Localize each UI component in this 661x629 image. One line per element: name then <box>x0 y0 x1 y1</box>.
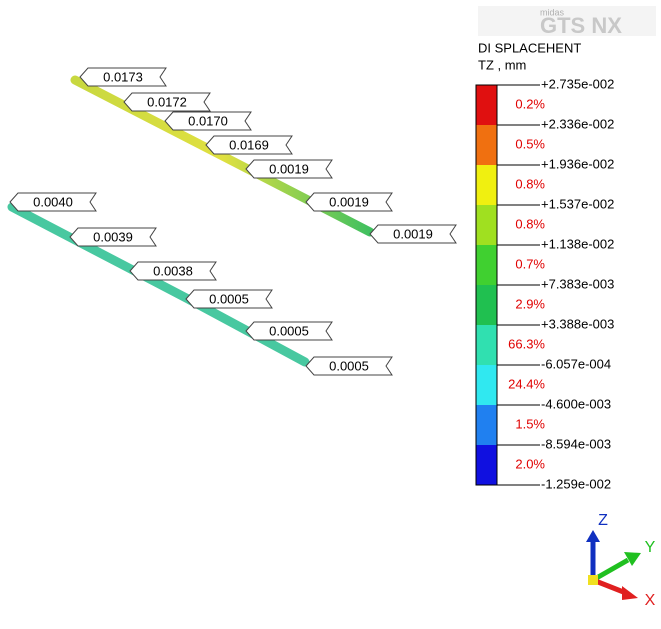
legend-percentage: 24.4% <box>508 376 545 391</box>
legend-level: -4.600e-003 <box>541 396 611 411</box>
legend-level: -1.259e-002 <box>541 476 611 491</box>
legend-level: +2.735e-002 <box>541 76 614 91</box>
callout-box <box>164 111 252 131</box>
legend-band <box>476 365 497 405</box>
legend-percentage: 66.3% <box>508 336 545 351</box>
logo-product: GTS NX <box>540 13 622 38</box>
callout-value: 0.0005 <box>269 323 309 338</box>
legend-band <box>476 85 497 125</box>
legend-percentage: 0.2% <box>515 96 545 111</box>
callout-value: 0.0005 <box>209 291 249 306</box>
callout-value: 0.0005 <box>329 358 369 373</box>
logo: midas GTS NX <box>478 6 656 38</box>
callout-box <box>185 289 273 309</box>
legend-band <box>476 165 497 205</box>
legend: DI SPLACEHENT TZ , mm +2.735e-002 +2.336e… <box>475 40 614 491</box>
callout-value: 0.0040 <box>33 194 73 209</box>
legend-percentage: 0.5% <box>515 136 545 151</box>
callout-box <box>245 321 333 341</box>
z-label: Z <box>598 512 608 529</box>
legend-title: DI SPLACEHENT <box>478 40 581 55</box>
callout-box <box>369 224 457 244</box>
z-arrow <box>586 530 600 542</box>
callout-box <box>245 159 333 179</box>
x-axis <box>592 577 627 596</box>
callout-box <box>205 135 293 155</box>
callout-box <box>305 192 393 212</box>
legend-level: +1.936e-002 <box>541 156 614 171</box>
callout-value: 0.0039 <box>93 229 133 244</box>
legend-band <box>476 325 497 365</box>
y-label: Y <box>645 539 656 556</box>
callout-value: 0.0019 <box>393 226 433 241</box>
legend-band <box>476 445 497 485</box>
callout-box <box>305 356 393 376</box>
logo-brand: midas <box>540 7 565 17</box>
legend-band <box>476 405 497 445</box>
callout-value: 0.0170 <box>188 113 228 128</box>
legend-percentage: 2.9% <box>515 296 545 311</box>
legend-band <box>476 205 497 245</box>
y-arrow <box>624 552 641 566</box>
legend-percentage: 0.8% <box>515 216 545 231</box>
callout-value: 0.0173 <box>103 69 143 84</box>
x-arrow <box>622 586 638 600</box>
legend-level: -8.594e-003 <box>541 436 611 451</box>
origin <box>588 575 598 585</box>
legend-level: +3.388e-003 <box>541 316 614 331</box>
callout-value: 0.0172 <box>147 94 187 109</box>
legend-subtitle: TZ , mm <box>478 57 526 72</box>
legend-level: +1.537e-002 <box>541 196 614 211</box>
callout-box <box>79 67 167 87</box>
callouts: 0.01730.01720.01700.01690.00190.00190.00… <box>9 67 457 376</box>
callout-box <box>129 261 217 281</box>
x-label: X <box>645 592 656 609</box>
logo-bg <box>478 6 656 36</box>
legend-level: +1.138e-002 <box>541 236 614 251</box>
legend-band <box>476 125 497 165</box>
legend-percentage: 0.7% <box>515 256 545 271</box>
callout-box <box>69 227 157 247</box>
legend-band <box>476 245 497 285</box>
legend-percentage: 1.5% <box>515 416 545 431</box>
callout-value: 0.0169 <box>229 137 269 152</box>
legend-percentage: 2.0% <box>515 456 545 471</box>
legend-percentage: 0.8% <box>515 176 545 191</box>
callout-value: 0.0019 <box>269 161 309 176</box>
beam <box>7 202 195 305</box>
legend-level: +2.336e-002 <box>541 116 614 131</box>
legend-level: -6.057e-004 <box>541 356 611 371</box>
callout-box <box>9 192 97 212</box>
callout-value: 0.0038 <box>153 263 193 278</box>
callout-value: 0.0019 <box>329 194 369 209</box>
legend-level: +7.383e-003 <box>541 276 614 291</box>
legend-band <box>476 285 497 325</box>
y-axis <box>591 557 630 583</box>
callout-box <box>123 92 211 112</box>
axis-triad: Z Y X <box>586 512 656 609</box>
